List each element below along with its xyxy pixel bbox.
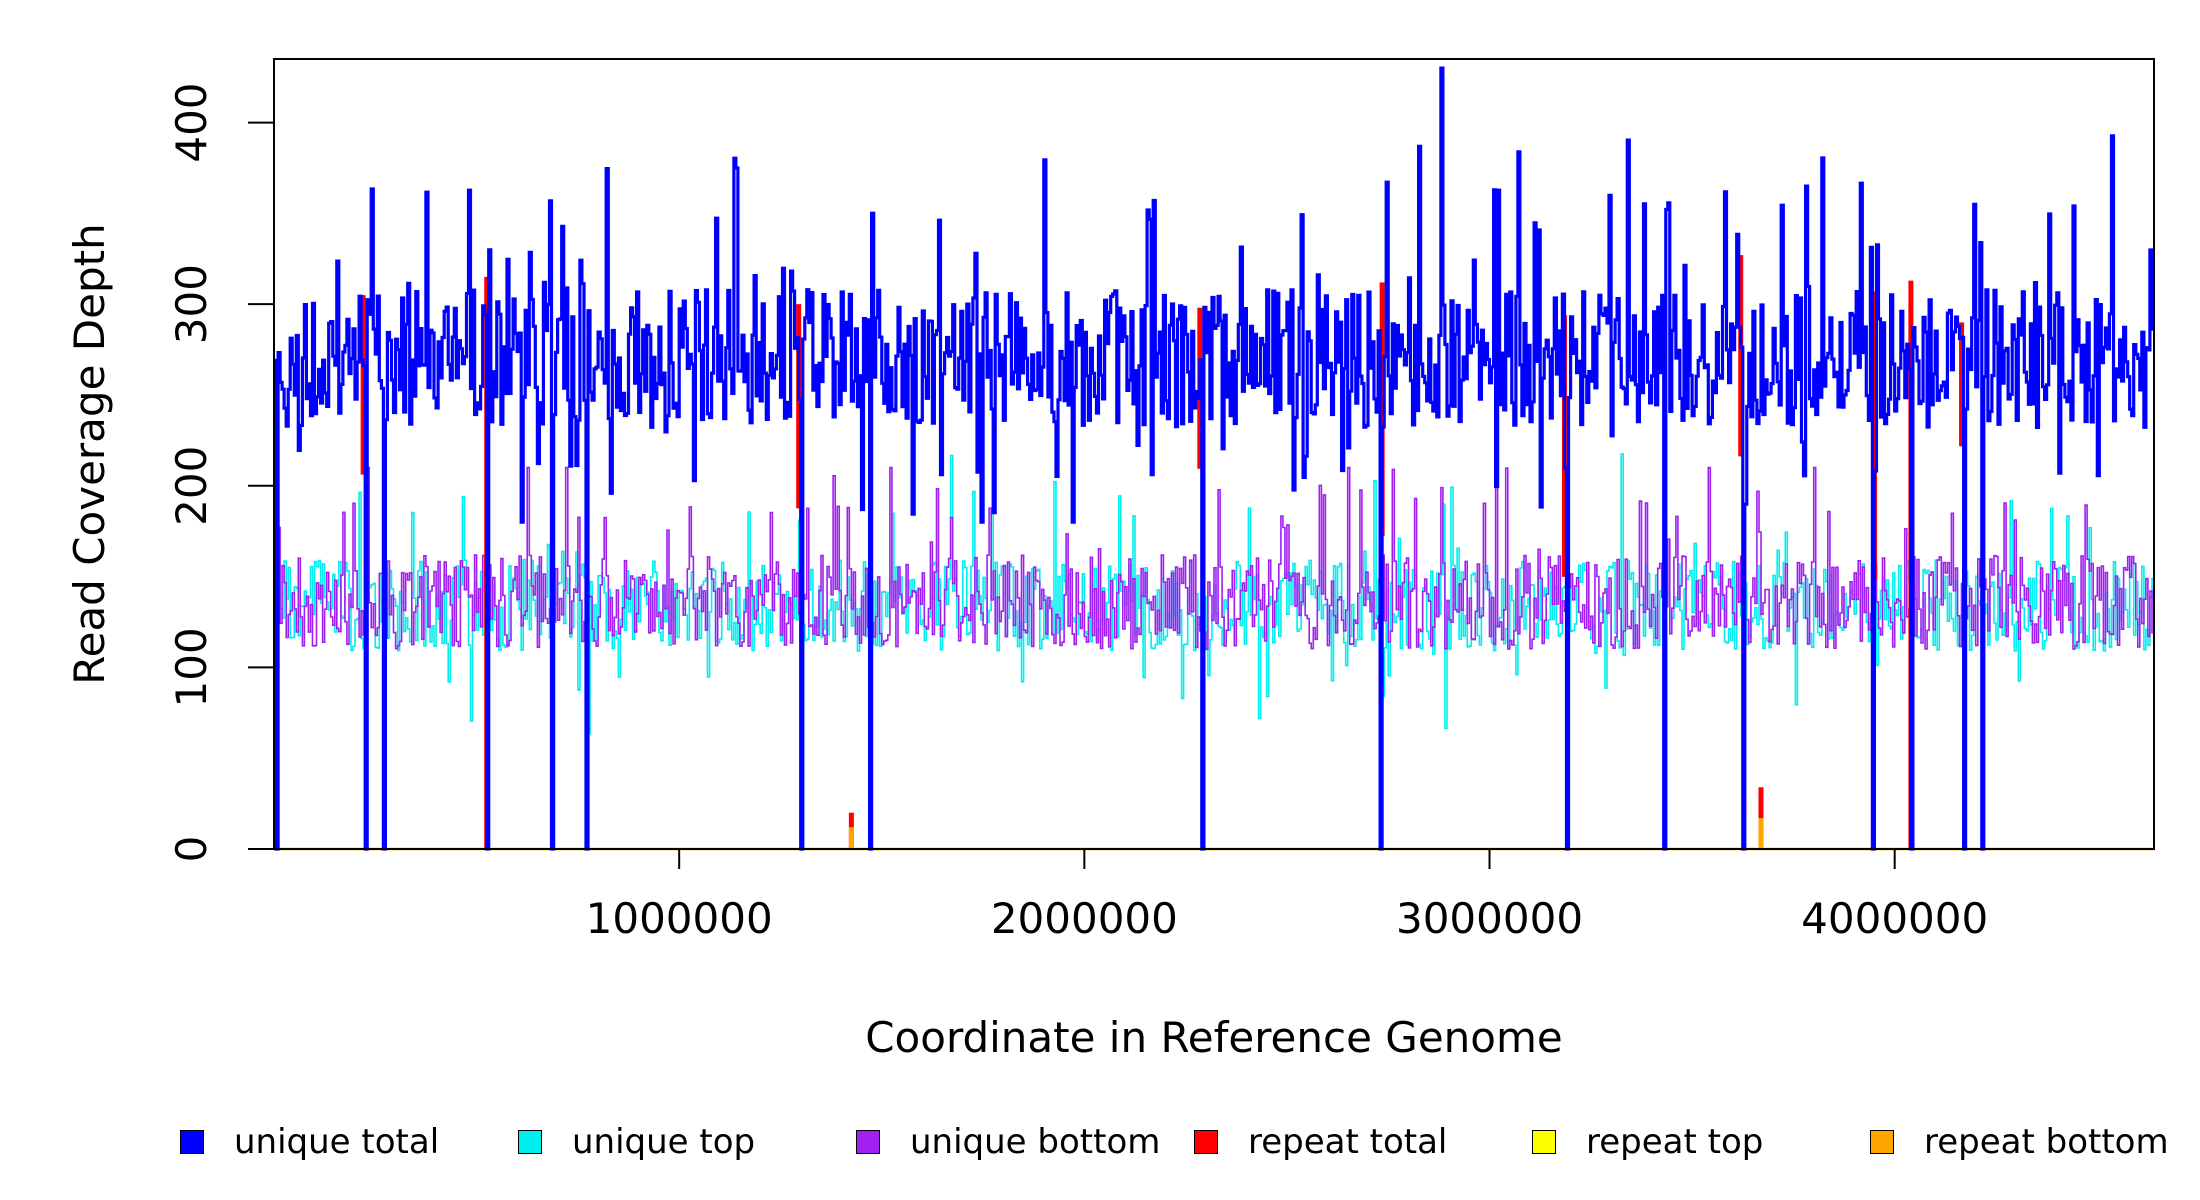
x-tick-label: 4000000 — [1801, 894, 1988, 943]
legend-label-repeat-bottom: repeat bottom — [1924, 1122, 2169, 1162]
y-axis-label: Read Coverage Depth — [65, 223, 114, 684]
y-tick-label: 100 — [167, 627, 216, 707]
plot-frame — [273, 58, 2155, 850]
legend-item-repeat-total: repeat total — [1194, 1112, 1447, 1172]
legend-swatch-repeat-top — [1532, 1130, 1556, 1154]
chart-plot-area: 1000000 2000000 3000000 4000000 0 100 200 300 4… — [65, 58, 2155, 1062]
x-tick-label: 3000000 — [1396, 894, 1583, 943]
legend-item-unique-bottom: unique bottom — [856, 1112, 1160, 1172]
legend-label-unique-total: unique total — [234, 1122, 440, 1162]
legend: unique total unique top unique bottom re… — [0, 1112, 2200, 1172]
y-tick-label: 0 — [167, 836, 216, 863]
y-tick-label: 400 — [167, 82, 216, 162]
legend-swatch-unique-top — [518, 1130, 542, 1154]
legend-item-repeat-bottom: repeat bottom — [1870, 1112, 2169, 1172]
series-layer — [273, 66, 2154, 851]
y-axis: 0 100 200 300 400 — [167, 82, 274, 862]
legend-swatch-unique-total — [180, 1130, 204, 1154]
legend-item-unique-top: unique top — [518, 1112, 755, 1172]
legend-item-repeat-top: repeat top — [1532, 1112, 1763, 1172]
x-axis-label: Coordinate in Reference Genome — [865, 1013, 1563, 1062]
y-tick-label: 200 — [167, 446, 216, 526]
x-tick-label: 2000000 — [991, 894, 1178, 943]
legend-swatch-unique-bottom — [856, 1130, 880, 1154]
x-tick-label: 1000000 — [586, 894, 773, 943]
legend-label-repeat-top: repeat top — [1586, 1122, 1764, 1162]
legend-label-repeat-total: repeat total — [1248, 1122, 1448, 1162]
legend-label-unique-top: unique top — [572, 1122, 756, 1162]
legend-item-unique-total: unique total — [180, 1112, 439, 1172]
series-line-unique-total — [274, 66, 2154, 851]
x-axis: 1000000 2000000 3000000 4000000 — [586, 849, 1988, 943]
legend-label-unique-bottom: unique bottom — [910, 1122, 1161, 1162]
legend-swatch-repeat-total — [1194, 1130, 1218, 1154]
y-tick-label: 300 — [167, 264, 216, 344]
legend-swatch-repeat-bottom — [1870, 1130, 1894, 1154]
